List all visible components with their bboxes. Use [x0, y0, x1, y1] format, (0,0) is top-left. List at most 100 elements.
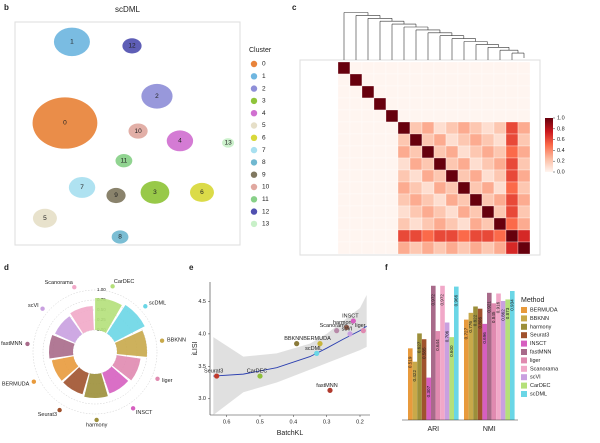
- legend-swatch: [521, 357, 527, 364]
- heatmap-cell: [349, 217, 363, 231]
- cluster: [122, 38, 142, 54]
- category-label: CarDEC: [114, 279, 135, 285]
- heatmap-cell: [409, 133, 423, 147]
- point: [257, 373, 263, 379]
- heatmap-cell: [457, 109, 471, 123]
- legend-swatch: [250, 122, 258, 129]
- cluster: [106, 187, 126, 204]
- heatmap-cell: [457, 61, 471, 75]
- heatmap-cell: [397, 73, 411, 87]
- heatmap-cell: [493, 133, 507, 147]
- heatmap-cell: [397, 61, 411, 75]
- heatmap-cell: [457, 193, 471, 207]
- legend-swatch: [521, 307, 527, 313]
- heatmap-cell: [337, 193, 351, 207]
- heatmap-cell: [457, 145, 471, 159]
- heatmap-cell: [493, 217, 507, 231]
- legend-label: 6: [262, 135, 266, 142]
- heatmap-cell: [397, 157, 411, 171]
- cluster: [111, 230, 129, 244]
- heatmap-cell: [397, 181, 411, 195]
- legend-swatch: [521, 382, 527, 389]
- category-label: INSCT: [136, 410, 153, 416]
- heatmap-cell: [421, 193, 435, 207]
- heatmap-cell: [421, 217, 435, 231]
- heatmap-cell: [337, 169, 351, 183]
- heatmap-cell: [445, 145, 459, 159]
- heatmap-cell: [433, 85, 447, 99]
- category-dot: [159, 338, 165, 343]
- value-label: 0.873: [505, 307, 510, 319]
- legend-swatch: [521, 315, 527, 322]
- heatmap-cell: [505, 61, 519, 75]
- heatmap-cell: [361, 181, 375, 195]
- legend-swatch: [250, 146, 258, 154]
- colorbar-label: 0.8: [557, 126, 565, 132]
- legend-swatch: [521, 374, 527, 381]
- heatmap-cell: [421, 157, 435, 171]
- heatmap-cell: [409, 145, 423, 159]
- radial-tick-label: 1.00: [97, 287, 106, 292]
- heatmap-cell: [517, 61, 531, 75]
- heatmap-cell: [421, 181, 435, 195]
- bar: [408, 348, 413, 420]
- radial-bar: [115, 330, 147, 357]
- heatmap-cell: [505, 121, 519, 135]
- category-label: liger: [162, 378, 173, 384]
- bar: [431, 285, 436, 420]
- legend-label: Seurat3: [530, 333, 549, 339]
- radial-bar: [51, 356, 79, 381]
- legend-swatch: [250, 159, 258, 166]
- heatmap-cell: [493, 109, 507, 123]
- category-dot: [94, 417, 99, 423]
- legend-swatch: [521, 365, 527, 372]
- heatmap-cell: [433, 241, 447, 255]
- legend-swatch: [250, 85, 258, 92]
- category-label: scDML: [149, 300, 166, 306]
- legend-label: 10: [262, 184, 270, 191]
- heatmap-cell: [457, 169, 471, 183]
- heatmap-cell: [505, 157, 519, 171]
- cluster: [141, 83, 173, 109]
- legend-label: 4: [262, 110, 266, 117]
- y-tick-label: 3.5: [198, 364, 206, 370]
- heatmap-cell: [397, 133, 411, 147]
- heatmap-cell: [457, 73, 471, 87]
- point: [334, 328, 340, 334]
- radial-bar: [112, 355, 141, 381]
- heatmap-cell: [337, 241, 351, 255]
- heatmap-cell: [409, 193, 423, 207]
- point-label: BBKNN: [284, 336, 303, 342]
- heatmap-cell: [385, 85, 399, 99]
- legend-swatch: [521, 340, 527, 347]
- point-label: INSCT: [342, 313, 359, 319]
- y-tick-label: 4.0: [198, 331, 206, 337]
- point: [214, 373, 220, 379]
- legend-label: 13: [262, 221, 270, 228]
- heatmap-cell: [457, 217, 471, 231]
- heatmap-cell: [385, 217, 399, 231]
- heatmap-cell: [373, 241, 387, 255]
- heatmap-cell: [481, 181, 495, 195]
- heatmap-cell: [373, 157, 387, 171]
- heatmap-cell: [457, 85, 471, 99]
- cluster: [53, 27, 90, 57]
- cluster: [68, 177, 96, 198]
- point-label: Scanorama: [320, 323, 349, 329]
- point: [360, 328, 366, 334]
- point-label: liger: [355, 323, 366, 329]
- heatmap-cell: [481, 217, 495, 231]
- panel-letter: f: [385, 263, 388, 272]
- heatmap-cell: [469, 241, 483, 255]
- cluster-label: 11: [121, 157, 128, 164]
- heatmap-cell: [493, 157, 507, 171]
- panel-letter: c: [292, 3, 297, 12]
- heatmap-cell: [445, 85, 459, 99]
- colorbar: [545, 118, 553, 172]
- heatmap-cell: [517, 217, 531, 231]
- legend-label: BBKNN: [530, 316, 549, 322]
- heatmap-cell: [445, 205, 459, 219]
- heatmap-cell: [517, 205, 531, 219]
- heatmap-cell: [409, 169, 423, 183]
